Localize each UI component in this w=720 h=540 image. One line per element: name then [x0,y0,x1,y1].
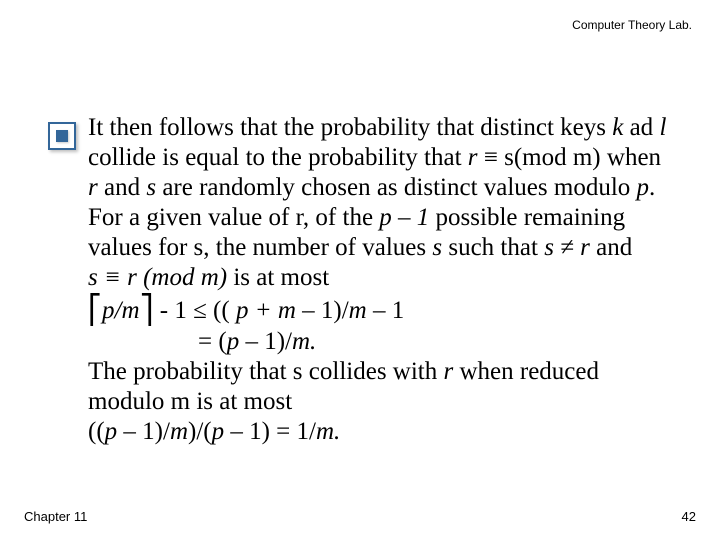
ceil-left-icon: ⎡ [88,295,102,326]
text: 1)/ [321,297,349,324]
var-p: p [637,174,650,201]
footer-chapter: Chapter 11 [24,509,87,524]
var-s: s [432,234,442,261]
eq: ≡ s(mod m) [478,144,601,171]
var-l: l [659,114,666,141]
var-r: r [468,144,478,171]
text: 1 [392,297,405,324]
expr: p – [105,418,143,445]
text: when [601,144,661,171]
text: (( [88,418,105,445]
var-r: r [444,358,454,385]
header-lab: Computer Theory Lab. [572,18,692,32]
expr: m [170,418,188,445]
slide-body: It then follows that the probability tha… [88,113,670,447]
bullet-icon [48,122,76,150]
text: = ( [198,328,227,355]
text: , the number of values [203,234,432,261]
var-k: k [612,114,623,141]
expr: p – 1 [379,204,429,231]
expr: m. [292,328,316,355]
expr: m. [316,418,340,445]
text: collide is equal to the probability that [88,144,468,171]
footer-page-number: 42 [682,509,696,524]
text: are randomly chosen as distinct values m… [156,174,636,201]
expr: p + m – [236,297,321,324]
text: , of the [303,204,379,231]
text: The probability that s collides with [88,358,444,385]
expr: p/m [102,297,140,324]
text: and [590,234,632,261]
text: - 1 ≤ (( [154,297,236,324]
expr: p – [227,328,265,355]
expr: s ≠ r [544,234,590,261]
text: 1)/ [264,328,292,355]
text: )/( [188,418,212,445]
lit-s: s [194,234,204,261]
expr: s ≡ r (mod m) [88,264,227,291]
text: 1) = 1/ [249,418,316,445]
text: ad [623,114,659,141]
text: and [98,174,147,201]
var-r: r [88,174,98,201]
text: 1)/ [142,418,170,445]
ceil-right-icon: ⎤ [140,295,154,326]
eq-line: = (p – 1)/m. [88,327,670,357]
text: such that [442,234,544,261]
text: is at most [227,264,329,291]
expr: m – [349,297,392,324]
lit-r: r [296,204,303,231]
var-s: s [146,174,156,201]
text: It then follows that the probability tha… [88,114,612,141]
expr: p – [212,418,250,445]
